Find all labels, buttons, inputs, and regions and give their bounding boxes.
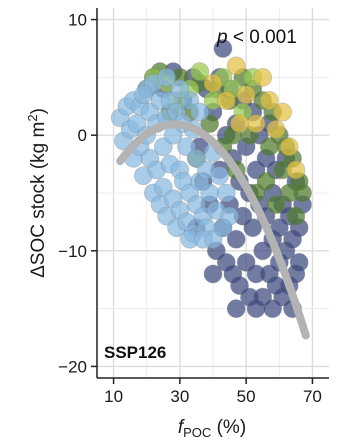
- x-tick-label: 50: [237, 387, 256, 406]
- data-point-blue: [210, 166, 230, 186]
- trend-curve: [116, 120, 310, 340]
- p-symbol: p: [216, 27, 228, 48]
- data-point-navy: [289, 252, 309, 272]
- data-point-lime: [190, 62, 210, 81]
- panel-label: SSP126: [104, 343, 166, 362]
- data-point-navy: [203, 264, 223, 284]
- y-tick-label: −10: [58, 242, 87, 261]
- data-point-blue: [200, 183, 220, 203]
- data-point-blue: [193, 229, 213, 249]
- data-point-blue: [157, 67, 177, 87]
- data-point-navy: [243, 218, 263, 238]
- data-point-green: [286, 206, 306, 226]
- data-point-yellow: [230, 114, 249, 134]
- y-tick-label: −20: [58, 357, 87, 376]
- data-point-blue: [216, 183, 236, 203]
- x-tick-label: 70: [303, 387, 322, 406]
- data-point-yellow: [203, 73, 223, 93]
- trend-line: [116, 120, 310, 340]
- data-point-green: [266, 195, 286, 214]
- x-axis-title-rest: (%): [211, 417, 246, 438]
- data-point-navy: [246, 299, 266, 319]
- y-tick-label: 0: [78, 126, 87, 145]
- data-point-yellow: [279, 137, 299, 157]
- data-point-yellow: [273, 102, 293, 122]
- data-point-yellow: [236, 85, 256, 105]
- data-point-yellow: [253, 67, 273, 87]
- data-point-blue: [170, 79, 190, 99]
- tick-labels: 10 30 50 70 10 0 −10 −20: [58, 11, 322, 406]
- p-value-annotation: p < 0.001: [216, 27, 297, 48]
- x-axis-title-main: f: [178, 417, 185, 438]
- x-axis-title-sub: POC: [183, 425, 211, 440]
- data-point-navy: [226, 299, 246, 319]
- data-point-yellow: [259, 91, 279, 110]
- p-rest: < 0.001: [228, 27, 297, 48]
- data-point-yellow: [246, 114, 266, 134]
- y-axis-title: ΔSOC stock (kg m2): [25, 108, 49, 278]
- data-point-green: [293, 183, 312, 203]
- data-point-yellow: [286, 160, 306, 180]
- axes: [91, 8, 329, 384]
- data-point-navy: [213, 39, 233, 58]
- data-point-blue: [133, 85, 153, 105]
- data-point-blue: [190, 102, 210, 122]
- data-point-navy: [263, 299, 283, 319]
- data-points: [110, 39, 312, 319]
- y-axis-title-post: ): [28, 108, 49, 114]
- x-tick-label: 10: [104, 387, 123, 406]
- data-point-green: [256, 172, 276, 191]
- y-axis-title-pre: ΔSOC stock (kg m: [28, 122, 49, 278]
- x-axis-title: fPOC (%): [178, 417, 246, 440]
- data-point-yellow: [266, 120, 286, 139]
- data-point-navy: [226, 229, 246, 249]
- y-tick-label: 10: [68, 11, 87, 30]
- data-point-yellow: [216, 91, 236, 110]
- x-tick-label: 30: [170, 387, 189, 406]
- y-axis-title-sup: 2: [25, 114, 40, 121]
- data-point-blue: [220, 206, 239, 226]
- data-point-yellow: [226, 56, 246, 76]
